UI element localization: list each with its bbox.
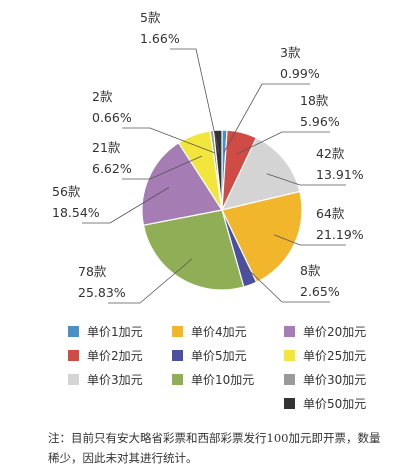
legend-label: 单价50加元 <box>303 397 366 411</box>
slice-percent-label: 21.19% <box>316 227 364 242</box>
legend-label: 单价10加元 <box>191 373 254 387</box>
legend-swatch <box>284 398 295 409</box>
slice-labels: 3款 0.99% 18款 5.96% 42款 13.91% 64款 21.19% 8款 2.65%… <box>52 10 364 300</box>
legend-swatch <box>68 326 79 337</box>
slice-percent-label: 5.96% <box>300 114 340 129</box>
pie-slice-3 <box>220 137 301 211</box>
slice-count-label: 5款 <box>140 10 161 25</box>
leader-line-5 <box>242 263 330 303</box>
leader-line-8 <box>122 155 202 180</box>
slice-count-label: 2款 <box>92 89 113 104</box>
slice-percent-label: 1.66% <box>140 31 180 46</box>
slice-percent-label: 0.99% <box>280 66 320 81</box>
legend-label: 单价5加元 <box>191 349 247 363</box>
pie-slices <box>141 129 303 291</box>
slice-percent-label: 6.62% <box>92 161 132 176</box>
legend-label: 单价4加元 <box>191 325 247 339</box>
legend-label: 单价30加元 <box>303 373 366 387</box>
legend-swatch <box>284 374 295 385</box>
legend-swatch <box>172 350 183 361</box>
legend-swatch <box>172 326 183 337</box>
leader-line-4 <box>273 234 346 246</box>
legend-label: 单价3加元 <box>87 373 143 387</box>
legend-label: 单价1加元 <box>87 325 143 339</box>
legend-swatch <box>68 374 79 385</box>
legend-label: 单价25加元 <box>303 349 366 363</box>
leader-line-9 <box>122 127 215 154</box>
slice-percent-label: 25.83% <box>78 285 126 300</box>
leader-line-3 <box>266 173 346 186</box>
leader-line-2 <box>236 131 330 155</box>
slice-count-label: 3款 <box>280 45 301 60</box>
footnote: 注：目前只有安大略省彩票和西部彩票发行100加元即开票，数量稀少，因此未对其进行… <box>48 431 381 465</box>
slice-count-label: 21款 <box>92 140 121 155</box>
leader-line-10 <box>170 48 220 153</box>
slice-percent-label: 18.54% <box>52 205 100 220</box>
leader-line-6 <box>108 258 193 304</box>
legend-swatch <box>68 350 79 361</box>
slice-count-label: 42款 <box>316 146 345 161</box>
pie-slice-6 <box>142 209 245 291</box>
legend-swatch <box>172 374 183 385</box>
slice-percent-label: 0.66% <box>92 110 132 125</box>
slice-percent-label: 13.91% <box>316 167 364 182</box>
legend-swatch <box>284 350 295 361</box>
slice-count-label: 78款 <box>78 264 107 279</box>
pie-slice-4 <box>221 190 303 283</box>
legend-label: 单价20加元 <box>303 325 366 339</box>
pie-slice-10 <box>212 129 223 211</box>
slice-count-label: 56款 <box>52 184 81 199</box>
legend-swatch <box>284 326 295 337</box>
slice-count-label: 18款 <box>300 93 329 108</box>
leader-line-1 <box>223 83 310 153</box>
legend-label: 单价2加元 <box>87 349 143 363</box>
slice-count-label: 64款 <box>316 206 345 221</box>
slice-percent-label: 2.65% <box>300 284 340 299</box>
leader-lines <box>82 48 346 304</box>
leader-line-7 <box>82 187 170 224</box>
slice-count-label: 8款 <box>300 263 321 278</box>
